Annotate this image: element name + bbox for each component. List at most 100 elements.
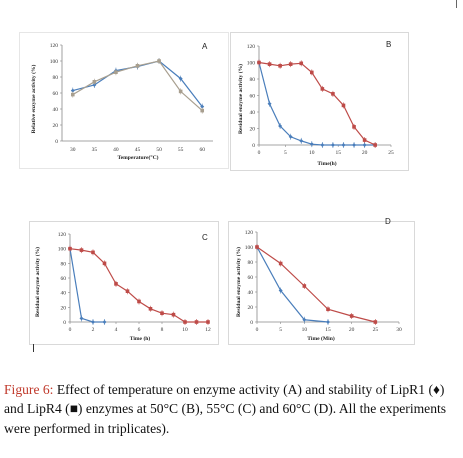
- chart-a-x-tick-label: 60: [199, 147, 205, 153]
- chart-d-y-label: Residual enzyme activity (%): [235, 247, 242, 317]
- chart-a-x-tick-label: 35: [92, 147, 98, 153]
- chart-b-point-square: [320, 87, 325, 91]
- chart-c-point-square: [91, 250, 95, 255]
- chart-c-y-tick-label: 60: [61, 276, 67, 282]
- chart-d-point-square: [349, 314, 354, 318]
- chart-c-y-tick-label: 80: [61, 261, 67, 267]
- chart-b-x-tick-label: 10: [309, 150, 315, 156]
- chart-b-x-tick-label: 20: [362, 150, 368, 156]
- chart-panel-b: B Residual enzyme activity (%) Time(h) 0…: [231, 33, 408, 170]
- chart-d-x-label: Time (Min): [307, 335, 335, 342]
- chart-b-point-diamond: [341, 143, 346, 147]
- chart-c-y-tick-label: 40: [61, 291, 67, 297]
- chart-b-y-tick-label: 80: [250, 77, 256, 83]
- chart-c-svg: C Residual enzyme activity (%) Time (h) …: [34, 232, 211, 342]
- chart-b-point-diamond: [267, 101, 272, 106]
- chart-d-y-tick-label: 100: [245, 245, 254, 251]
- chart-a-y-tick-label: 0: [55, 139, 58, 145]
- chart-b-point-square: [278, 64, 282, 68]
- chart-b-point-square: [257, 60, 261, 65]
- chart-d-y-tick-label: 80: [248, 260, 254, 266]
- chart-panel-c: C Residual enzyme activity (%) Time (h) …: [30, 222, 218, 344]
- chart-c-x-tick-label: 12: [205, 327, 211, 333]
- chart-a-x-tick-label: 30: [70, 147, 76, 153]
- panel-letter-c: C: [202, 233, 208, 242]
- chart-a-point-square: [135, 64, 140, 68]
- chart-a-y-tick-label: 40: [53, 107, 59, 113]
- chart-c-point-diamond: [102, 320, 107, 324]
- chart-a-x-tick-label: 50: [156, 147, 162, 153]
- chart-b-y-tick-label: 100: [247, 61, 256, 67]
- chart-c-point-square: [79, 248, 84, 252]
- chart-c-point-square: [114, 282, 118, 286]
- chart-c-point-square: [102, 261, 107, 266]
- chart-c-x-tick-label: 4: [115, 327, 118, 333]
- chart-c-point-square: [183, 320, 187, 324]
- chart-a-point-square: [200, 108, 205, 113]
- panel-letter-d: D: [385, 217, 391, 226]
- chart-b-x-tick-label: 5: [284, 150, 287, 156]
- chart-d-point-square: [255, 245, 259, 249]
- chart-d-point-diamond: [278, 288, 283, 293]
- chart-a-y-tick-label: 80: [53, 75, 59, 81]
- chart-d-point-square: [278, 261, 283, 266]
- chart-b-point-diamond: [352, 143, 357, 147]
- chart-a-svg: A Relative enzyme activity (%) Temperatu…: [30, 42, 213, 161]
- chart-c-x-tick-label: 8: [161, 327, 164, 333]
- chart-a-point-square: [70, 92, 75, 97]
- chart-panel-a: A Relative enzyme activity (%) Temperatu…: [20, 33, 228, 168]
- chart-c-point-square: [68, 246, 72, 251]
- chart-c-y-tick-label: 20: [61, 305, 67, 311]
- chart-c-y-label: Residual enzyme activity (%): [34, 247, 41, 317]
- chart-b-x-tick-label: 25: [388, 150, 394, 156]
- chart-c-point-square: [148, 307, 153, 311]
- chart-b-svg: B Residual enzyme activity (%) Time(h) 0…: [237, 40, 394, 167]
- chart-b-y-tick-label: 60: [250, 94, 256, 100]
- crop-mark-corner: [456, 0, 457, 8]
- chart-b-point-square: [310, 70, 314, 75]
- chart-b-y-tick-label: 0: [252, 143, 255, 149]
- chart-c-x-tick-label: 0: [69, 327, 72, 333]
- chart-d-y-tick-label: 60: [248, 275, 254, 281]
- chart-b-point-diamond: [320, 143, 325, 147]
- chart-b-x-label: Time(h): [317, 160, 336, 167]
- chart-a-point-square: [178, 89, 183, 94]
- crop-mark: [33, 344, 34, 352]
- chart-b-point-square: [341, 103, 346, 108]
- chart-b-series-square-line: [258, 61, 376, 146]
- chart-a-y-tick-label: 20: [53, 123, 59, 129]
- chart-d-y-tick-label: 20: [248, 305, 254, 311]
- chart-b-series-diamond-line: [258, 62, 376, 146]
- chart-d-point-diamond: [326, 320, 330, 324]
- chart-d-point-square: [302, 284, 307, 288]
- chart-b-point-square: [299, 61, 304, 66]
- chart-a-point-diamond: [178, 76, 183, 81]
- chart-d-point-diamond: [302, 317, 307, 322]
- chart-a-point-diamond: [200, 104, 205, 109]
- chart-d-y-tick-label: 120: [245, 230, 254, 236]
- chart-c-point-square: [137, 299, 141, 304]
- chart-b-point-diamond: [278, 124, 283, 129]
- chart-c-x-tick-label: 6: [138, 327, 141, 333]
- chart-a-x-tick-label: 55: [178, 147, 184, 153]
- chart-b-point-square: [352, 125, 356, 129]
- chart-a-point-square: [114, 70, 118, 74]
- chart-panel-d: D Residual enzyme activity (%) Time (Min…: [229, 217, 414, 344]
- chart-c-x-tick-label: 2: [92, 327, 95, 333]
- panel-letter-a: A: [202, 42, 208, 51]
- chart-c-point-square: [160, 311, 164, 315]
- chart-a-point-square: [92, 80, 97, 84]
- chart-b-point-diamond: [362, 143, 367, 147]
- chart-d-point-square: [373, 320, 378, 324]
- panel-letter-b: B: [386, 40, 391, 49]
- chart-b-point-square: [362, 138, 367, 142]
- chart-d-x-tick-label: 15: [325, 327, 331, 333]
- chart-b-y-label: Residual enzyme activity (%): [237, 64, 244, 134]
- chart-c-point-square: [125, 289, 130, 293]
- chart-d-x-tick-label: 5: [279, 327, 282, 333]
- chart-b-y-tick-label: 40: [250, 110, 256, 116]
- chart-b-point-square: [288, 62, 293, 66]
- chart-b-point-square: [373, 143, 377, 147]
- chart-c-series-diamond-line: [69, 248, 105, 323]
- chart-c-x-tick-label: 10: [182, 327, 188, 333]
